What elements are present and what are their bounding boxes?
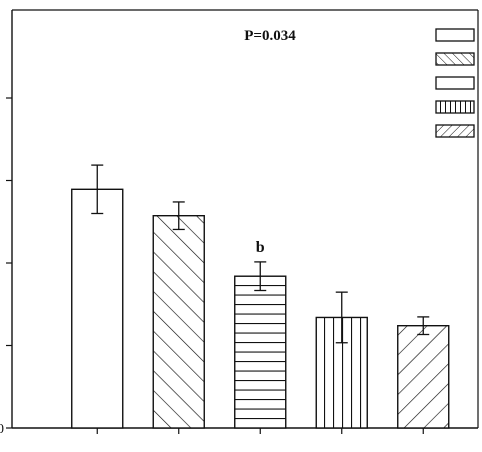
significance-letter: b [256,239,265,256]
legend-swatch [435,52,475,66]
legend-swatch [435,124,475,138]
x-axis [96,428,424,434]
y-tick-label: 0 [0,422,4,437]
p-value-annotation: P=0.034 [244,28,296,44]
bar [152,214,205,429]
bar [234,275,287,429]
legend-swatch [435,100,475,114]
legend [435,28,475,138]
y-axis: 0 [0,97,12,437]
bar [71,188,124,429]
bar [397,325,450,429]
error-bars [91,164,430,344]
bar-letters: b [256,239,265,256]
bars [71,188,450,429]
legend-swatch [435,28,475,42]
legend-swatch [435,76,475,90]
